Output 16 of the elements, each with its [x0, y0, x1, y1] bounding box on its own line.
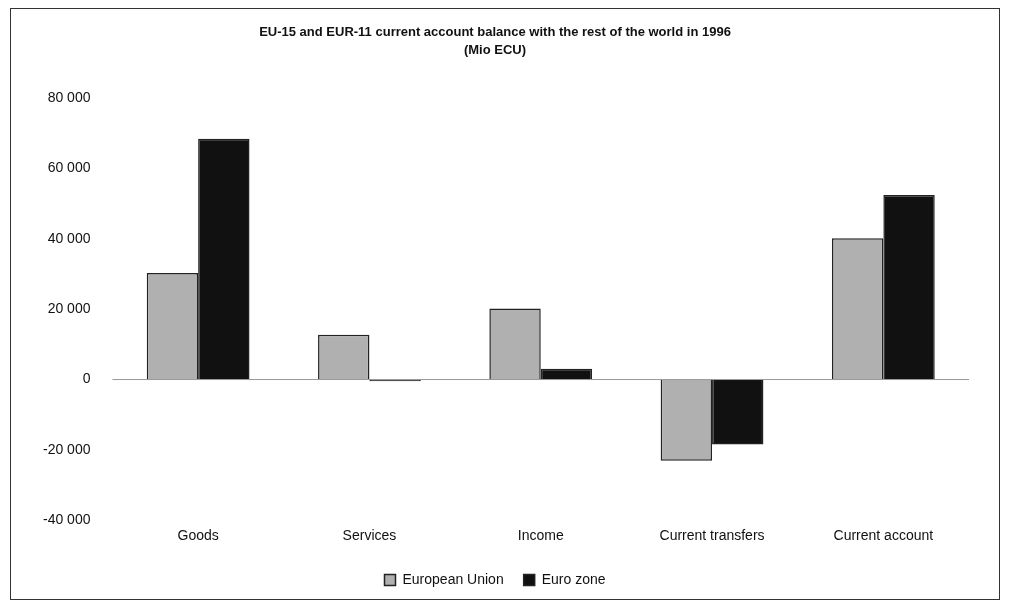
y-tick-label: -20 000 — [43, 440, 91, 457]
y-tick-label: -40 000 — [43, 511, 91, 528]
chart-title: EU-15 and EUR-11 current account balance with the rest of the world in 1996 — [259, 24, 731, 40]
x-tick-label: Services — [342, 527, 397, 544]
y-tick-label: 60 000 — [47, 159, 91, 176]
y-tick-label: 20 000 — [47, 300, 91, 317]
x-tick-label: Goods — [177, 527, 219, 544]
x-tick-label: Current account — [833, 527, 934, 544]
y-tick-label: 80 000 — [47, 89, 91, 106]
y-tick-label: 40 000 — [47, 229, 91, 246]
chart-subtitle: (Mio ECU) — [463, 41, 527, 57]
y-tick-label: 0 — [82, 370, 91, 387]
legend-label: Euro zone — [541, 570, 606, 587]
legend-label: European Union — [402, 570, 504, 587]
x-tick-label: Income — [517, 527, 564, 544]
x-tick-label: Current transfers — [659, 527, 765, 544]
